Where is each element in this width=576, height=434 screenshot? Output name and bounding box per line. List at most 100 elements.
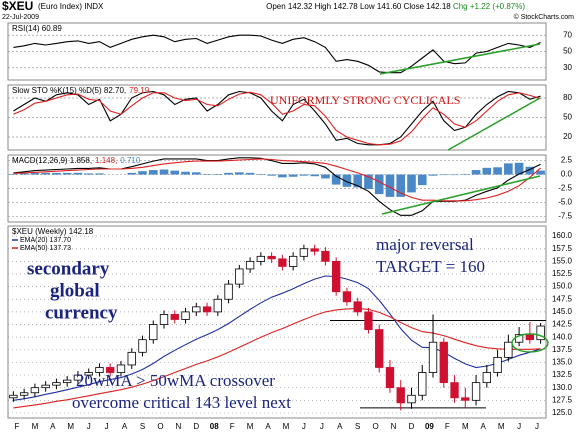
x-tick-label: J [535,422,539,431]
candle-body [504,341,513,358]
x-tick-label: D [409,422,415,431]
y-tick-label: 80 [563,93,572,102]
candle-body [267,255,276,260]
legend-entry: EMA(20) 137.70 [20,237,71,244]
x-tick-label: M [498,422,505,431]
date: 22-Jul-2009 [2,14,39,21]
histogram-bar [417,174,427,186]
x-tick-label: S [355,422,360,431]
y-tick-label: 130.0 [552,383,573,392]
legend-entry: Slow STO %K(15) %D(5) 82.70, [12,86,126,95]
quote: Open 142.32 High 142.78 Low 141.60 Close… [266,2,525,11]
candle-body [202,306,212,313]
y-tick-label: -5.0 [558,198,572,207]
histogram-bar [52,172,61,175]
series-line [13,91,541,146]
histogram-bar [321,174,330,179]
candle-body [73,374,83,381]
histogram-bar [482,167,492,175]
histogram-bar [310,174,319,177]
candle-body [278,258,287,267]
candle-body [385,367,395,389]
histogram-bar [245,172,255,175]
candle-body [63,379,72,384]
price-legend: $XEU (Weekly) 142.18 [12,227,94,236]
y-tick-label: 137.5 [552,345,573,354]
annotation: overcome critical 143 level next [72,393,291,412]
candle-body [127,351,136,366]
histogram-bar [191,172,201,175]
candle-body [342,291,352,303]
x-tick-label: J [517,422,521,431]
x-tick-label: F [15,422,20,431]
x-tick-label: N [391,422,397,431]
y-tick-label: 0.0 [561,170,573,179]
series-line [13,307,541,409]
x-tick-label: O [373,422,379,431]
histogram-bar [460,173,470,175]
x-tick-label: J [320,422,324,431]
histogram-bar [181,171,190,175]
histogram-bar [62,172,72,175]
y-tick-label: 157.5 [552,244,573,253]
candle-body [536,325,545,341]
x-tick-label: J [302,422,306,431]
candle-body [95,367,104,373]
legend-entry: EMA(50) 137.73 [20,245,71,252]
y-tick-label: -2.5 [558,184,572,193]
candle-body [84,372,93,376]
histogram-bar [267,174,276,176]
histogram-bar [202,173,212,175]
y-tick-label: 140.0 [552,332,573,341]
candle-body [213,298,222,313]
candle-body [52,382,61,386]
annotation: secondary [27,258,110,279]
y-tick-label: 152.5 [552,269,573,278]
legend: MACD(12,26,9) 1.858, 1.148, 0.710 [12,156,141,165]
histogram-bar [299,174,309,176]
x-tick-label: M [283,422,290,431]
y-tick-label: 30 [563,63,572,72]
histogram-bar [471,170,481,175]
histogram-bar [256,173,266,175]
candle-body [439,341,448,384]
x-tick-label: S [140,422,145,431]
candle-body [428,341,438,373]
y-tick-label: 145.0 [552,307,573,316]
y-tick-label: 150.0 [552,282,573,291]
annotation: TARGET = 160 [376,257,485,276]
candle-body [396,387,405,404]
x-tick-label: A [265,422,271,431]
histogram-bar [493,167,502,175]
candle-body [149,324,158,341]
y-tick-label: 70 [563,30,572,39]
y-tick-label: 142.5 [552,320,573,329]
histogram-bar [30,172,40,175]
histogram-bar [224,172,233,175]
candle-body [9,394,18,399]
histogram-bar [84,173,94,175]
histogram-bar [235,172,244,175]
candle-body [375,329,384,368]
candle-body [288,255,298,267]
trendline [447,97,541,151]
candle-body [418,372,427,396]
x-tick-label: M [32,422,39,431]
histogram-bar [450,174,459,176]
y-tick-label: 155.0 [552,256,573,265]
legend-entry: RSI(14) 60.89 [12,24,62,33]
annotation: major reversal [376,235,474,254]
candle-body [106,367,115,373]
crossover-circle [511,333,549,353]
candle-body [116,364,126,373]
x-tick-label: A [122,422,128,431]
series-line [13,158,541,202]
y-tick-label: 160.0 [552,231,573,240]
histogram-bar [525,166,535,175]
histogram-bar [170,170,180,175]
annotation: 20wMA > 50wMA crossover [76,371,275,390]
candle-body [138,339,147,353]
histogram-bar [536,170,545,175]
x-tick-label: D [193,422,199,431]
histogram-bar [138,171,147,175]
